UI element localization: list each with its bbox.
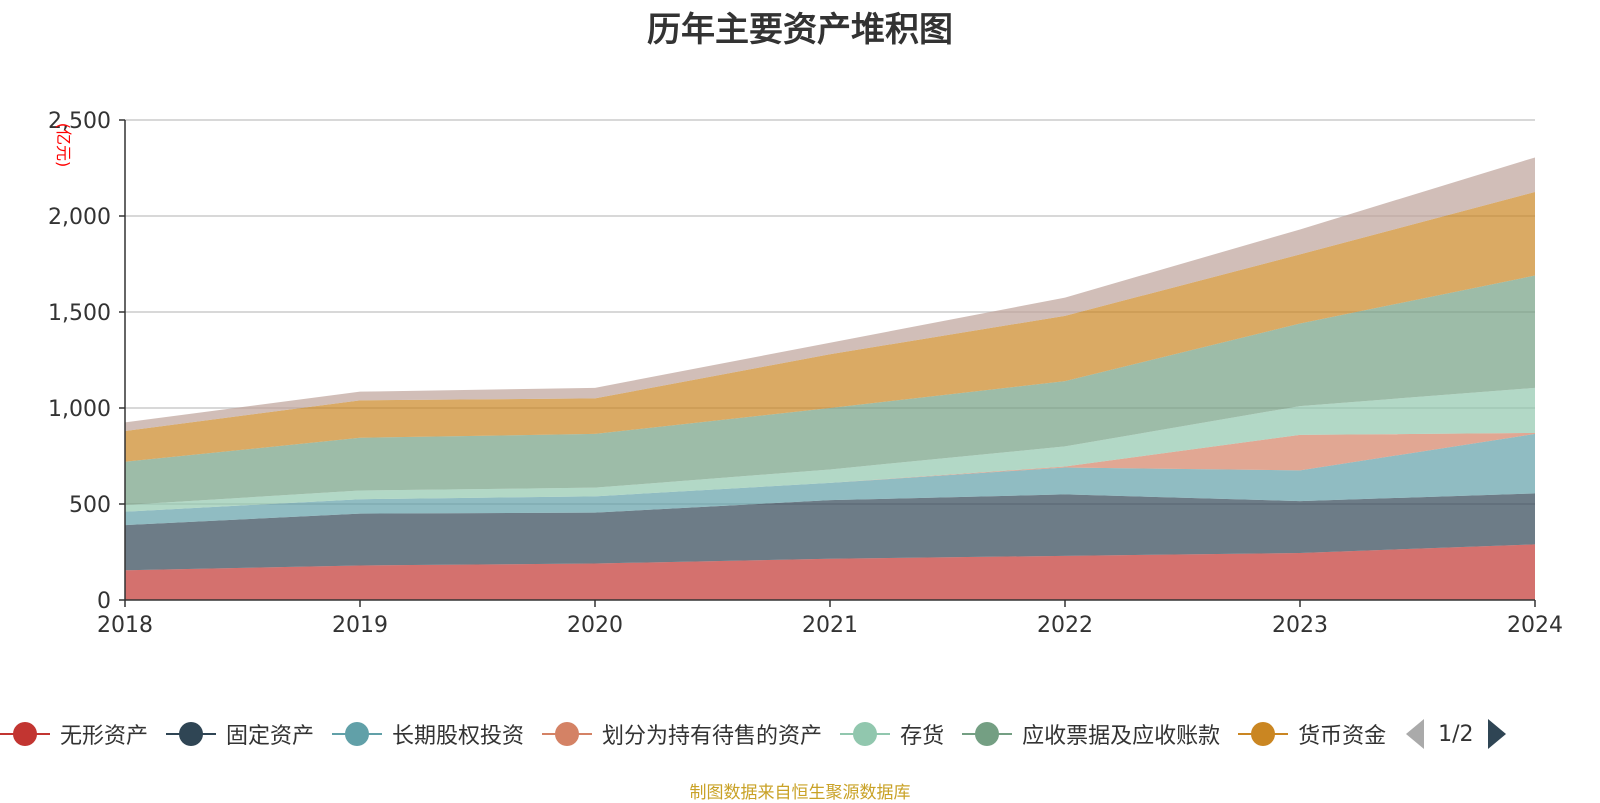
y-tick-label: 2,500 bbox=[48, 109, 111, 134]
y-tick-label: 0 bbox=[97, 589, 111, 614]
chart-title: 历年主要资产堆积图 bbox=[647, 10, 953, 50]
x-tick-label: 2021 bbox=[802, 613, 858, 638]
chart-plot: 0 500 1,000 1,500 2,000 2,500 2018 2019 2020 2021… bbox=[48, 109, 1563, 638]
y-tick-label: 2,000 bbox=[48, 205, 111, 230]
y-axis-unit-label: (亿元) bbox=[54, 123, 73, 168]
legend-marker-icon bbox=[840, 722, 891, 746]
legend-marker-icon bbox=[166, 722, 217, 746]
stacked-areas bbox=[125, 157, 1535, 600]
legend-item[interactable]: 固定资产 bbox=[166, 718, 314, 750]
area-series-6[interactable] bbox=[125, 192, 1535, 462]
legend-marker-icon bbox=[542, 722, 593, 746]
legend-marker-icon bbox=[0, 722, 50, 746]
area-series-1[interactable] bbox=[125, 493, 1535, 571]
area-series-5[interactable] bbox=[125, 275, 1535, 505]
legend: 无形资产 固定资产 长期股权投资 划分为持有待售的资产 存货 应收票据及应收账款 货币资金 … bbox=[0, 716, 1600, 752]
legend-marker-icon bbox=[962, 722, 1013, 746]
x-tick-label: 2020 bbox=[567, 613, 623, 638]
legend-item[interactable]: 划分为持有待售的资产 bbox=[542, 718, 822, 750]
y-tick-label: 1,500 bbox=[48, 301, 111, 326]
legend-label: 应收票据及应收账款 bbox=[1022, 724, 1221, 749]
legend-label: 无形资产 bbox=[60, 724, 149, 749]
legend-marker-icon bbox=[1238, 722, 1289, 746]
legend-label: 货币资金 bbox=[1298, 724, 1387, 749]
y-tick-label: 1,000 bbox=[48, 397, 111, 422]
legend-pager: 1/2 bbox=[1406, 719, 1506, 749]
legend-label: 固定资产 bbox=[226, 724, 315, 749]
area-series-3[interactable] bbox=[125, 432, 1535, 512]
x-tick-label: 2022 bbox=[1037, 613, 1093, 638]
y-tick-label: 500 bbox=[69, 493, 111, 518]
x-tick-label: 2019 bbox=[332, 613, 388, 638]
area-series-4[interactable] bbox=[125, 387, 1535, 512]
legend-item[interactable]: 无形资产 bbox=[0, 718, 148, 750]
x-tick-label: 2023 bbox=[1272, 613, 1328, 638]
area-series-0[interactable] bbox=[125, 544, 1535, 600]
x-tick-label: 2018 bbox=[97, 613, 153, 638]
x-tick-label: 2024 bbox=[1507, 613, 1563, 638]
legend-item[interactable]: 应收票据及应收账款 bbox=[962, 718, 1220, 750]
area-series-2[interactable] bbox=[125, 433, 1535, 526]
axes: 0 500 1,000 1,500 2,000 2,500 2018 2019 2020 2021… bbox=[48, 109, 1563, 638]
source-note: 制图数据来自恒生聚源数据库 bbox=[689, 783, 911, 803]
legend-label: 长期股权投资 bbox=[392, 724, 525, 749]
pager-page-text: 1/2 bbox=[1438, 721, 1474, 747]
pager-next-arrow-icon[interactable] bbox=[1487, 719, 1506, 749]
legend-items: 无形资产 固定资产 长期股权投资 划分为持有待售的资产 存货 应收票据及应收账款 货币资金 bbox=[0, 718, 1404, 750]
legend-marker-icon bbox=[332, 722, 383, 746]
legend-item[interactable]: 货币资金 bbox=[1238, 718, 1386, 750]
legend-label: 划分为持有待售的资产 bbox=[602, 724, 823, 749]
pager-prev-arrow-icon[interactable] bbox=[1406, 719, 1425, 749]
legend-item[interactable]: 长期股权投资 bbox=[332, 718, 524, 750]
legend-item[interactable]: 存货 bbox=[840, 718, 944, 750]
legend-label: 存货 bbox=[900, 724, 945, 749]
